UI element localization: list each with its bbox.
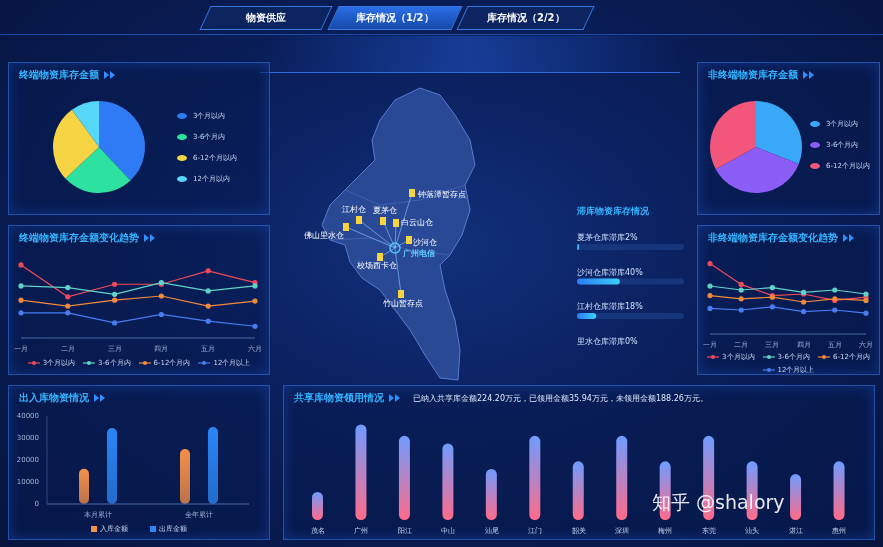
- html-text:6-12个月以内: 6-12个月以内: [826, 162, 870, 170]
- html-text:6-12个月内: 6-12个月内: [833, 353, 870, 361]
- svg-text:20000: 20000: [17, 456, 39, 464]
- svg-text:六月: 六月: [248, 345, 262, 353]
- svg-text:汕头: 汕头: [745, 527, 759, 535]
- svg-text:40000: 40000: [17, 412, 39, 420]
- svg-text:白云山仓: 白云山仓: [401, 218, 433, 227]
- svg-text:竹山暂存点: 竹山暂存点: [383, 299, 423, 308]
- html-text:3-6个月内: 3-6个月内: [193, 133, 226, 141]
- svg-text:本月累计: 本月累计: [84, 511, 112, 519]
- svg-text:湛江: 湛江: [789, 527, 803, 535]
- html-text:12个月以内: 12个月以内: [193, 175, 230, 183]
- svg-text:沙河仓库滞库40%: 沙河仓库滞库40%: [577, 268, 643, 277]
- html-text:入库金额: 入库金额: [100, 525, 128, 533]
- html-text:终端物资库存金额变化趋势: 终端物资库存金额变化趋势: [19, 232, 139, 243]
- html-text:3-6个月内: 3-6个月内: [826, 141, 859, 149]
- svg-text:茂名: 茂名: [311, 527, 325, 535]
- svg-text:夏茅仓: 夏茅仓: [373, 206, 397, 215]
- html-text:物资供应: 物资供应: [246, 12, 286, 23]
- html-text:3-6个月内: 3-6个月内: [98, 359, 131, 367]
- html-text:滞库物资库存情况: 滞库物资库存情况: [577, 206, 649, 216]
- svg-text:二月: 二月: [61, 345, 75, 353]
- svg-text:二月: 二月: [734, 341, 748, 349]
- svg-text:汕尾: 汕尾: [485, 527, 499, 535]
- html-text:12个月以上: 12个月以上: [213, 359, 251, 367]
- html-text:3个月以内: 3个月以内: [722, 353, 755, 361]
- svg-text:0: 0: [35, 500, 39, 508]
- svg-text:阳江: 阳江: [398, 527, 412, 535]
- svg-text:夏茅仓库滞库2%: 夏茅仓库滞库2%: [577, 233, 638, 242]
- svg-text:三月: 三月: [108, 345, 122, 353]
- svg-text:30000: 30000: [17, 434, 39, 442]
- svg-text:佛山里水仓: 佛山里水仓: [304, 231, 344, 240]
- html-text:已纳入共享库金额224.20万元，已领用金额35.94万元，: 已纳入共享库金额224.20万元，已领用金额35.94万元，未领用金额188.2…: [413, 393, 708, 403]
- svg-text:深圳: 深圳: [615, 527, 629, 535]
- svg-text:四月: 四月: [154, 345, 168, 353]
- svg-text:五月: 五月: [201, 345, 215, 353]
- svg-text:中山: 中山: [441, 527, 455, 535]
- svg-text:一月: 一月: [14, 345, 28, 353]
- svg-text:江村仓: 江村仓: [342, 205, 366, 214]
- svg-text:六月: 六月: [859, 341, 873, 349]
- html-text:3个月以内: 3个月以内: [193, 112, 226, 120]
- html-text:库存情况（1/2）: 库存情况（1/2）: [356, 12, 434, 23]
- html-text:共享库物资领用情况: 共享库物资领用情况: [294, 392, 384, 403]
- svg-text:韶关: 韶关: [572, 527, 586, 535]
- svg-text:四月: 四月: [797, 341, 811, 349]
- svg-text:沙河仓: 沙河仓: [413, 238, 437, 247]
- svg-text:梅州: 梅州: [657, 527, 672, 535]
- html-text:终端物资库存金额: 终端物资库存金额: [19, 69, 99, 80]
- svg-text:广州电信: 广州电信: [402, 249, 435, 258]
- html-text:6-12个月内: 6-12个月内: [153, 359, 191, 367]
- svg-text:校场西卡仓: 校场西卡仓: [356, 261, 397, 270]
- svg-text:全年累计: 全年累计: [185, 511, 213, 519]
- svg-text:一月: 一月: [703, 341, 717, 349]
- html-text:12个月以上: 12个月以上: [777, 366, 815, 374]
- html-text:出库金额: 出库金额: [159, 525, 187, 533]
- svg-text:10000: 10000: [17, 478, 39, 486]
- svg-text:钟落潭暂存点: 钟落潭暂存点: [417, 190, 466, 199]
- svg-text:五月: 五月: [828, 341, 842, 349]
- svg-text:江门: 江门: [528, 527, 542, 535]
- svg-text:里水仓库滞库0%: 里水仓库滞库0%: [577, 337, 638, 346]
- svg-text:东莞: 东莞: [702, 527, 716, 535]
- html-text:3个月以内: 3个月以内: [42, 359, 76, 367]
- svg-text:三月: 三月: [765, 341, 779, 349]
- html-text:3个月以内: 3个月以内: [826, 120, 859, 128]
- html-text:3-6个月内: 3-6个月内: [777, 353, 810, 361]
- svg-text:江村仓库滞库18%: 江村仓库滞库18%: [577, 302, 643, 311]
- html-text:6-12个月以内: 6-12个月以内: [193, 154, 237, 162]
- html-text:知乎 @shalory: 知乎 @shalory: [652, 491, 785, 513]
- html-text:库存情况（2/2）: 库存情况（2/2）: [486, 12, 565, 23]
- html-text:非终端物资库存金额: 非终端物资库存金额: [708, 69, 798, 80]
- html-text:非终端物资库存金额变化趋势: 非终端物资库存金额变化趋势: [708, 232, 838, 243]
- svg-text:惠州: 惠州: [831, 527, 846, 535]
- svg-text:广州: 广州: [354, 527, 368, 535]
- html-text:出入库物资情况: 出入库物资情况: [19, 392, 89, 403]
